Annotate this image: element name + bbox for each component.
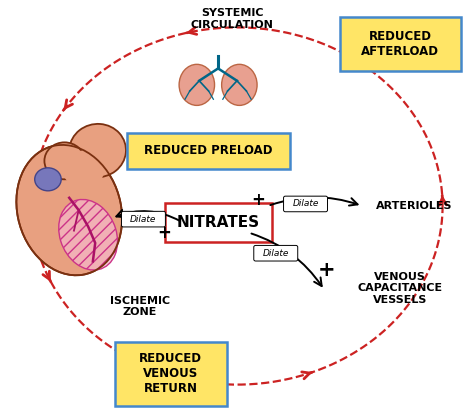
Text: REDUCED PRELOAD: REDUCED PRELOAD xyxy=(145,144,273,157)
Text: Dilate: Dilate xyxy=(263,249,289,258)
Ellipse shape xyxy=(17,145,122,275)
Ellipse shape xyxy=(179,64,215,105)
Text: ISCHEMIC
ZONE: ISCHEMIC ZONE xyxy=(110,296,170,317)
FancyBboxPatch shape xyxy=(164,203,272,242)
Text: ARTERIOLES: ARTERIOLES xyxy=(376,201,453,211)
FancyBboxPatch shape xyxy=(254,246,298,261)
FancyBboxPatch shape xyxy=(115,342,227,405)
Text: VENOUS
CAPACITANCE
VESSELS: VENOUS CAPACITANCE VESSELS xyxy=(357,272,443,305)
Text: REDUCED
VENOUS
RETURN: REDUCED VENOUS RETURN xyxy=(139,352,202,395)
Text: Dilate: Dilate xyxy=(130,215,156,224)
Ellipse shape xyxy=(222,64,257,105)
Ellipse shape xyxy=(62,150,105,187)
Text: SYSTEMIC
CIRCULATION: SYSTEMIC CIRCULATION xyxy=(191,8,273,30)
Text: NITRATES: NITRATES xyxy=(176,215,260,230)
FancyBboxPatch shape xyxy=(283,196,328,212)
FancyBboxPatch shape xyxy=(121,211,165,227)
Text: +: + xyxy=(157,224,171,242)
Ellipse shape xyxy=(45,143,84,179)
FancyBboxPatch shape xyxy=(339,17,461,71)
FancyBboxPatch shape xyxy=(127,133,291,169)
Text: +: + xyxy=(318,260,336,280)
Ellipse shape xyxy=(69,124,126,177)
Text: +: + xyxy=(251,191,265,209)
Text: Dilate: Dilate xyxy=(292,199,319,208)
Ellipse shape xyxy=(59,199,118,270)
Text: REDUCED
AFTERLOAD: REDUCED AFTERLOAD xyxy=(361,30,439,58)
Circle shape xyxy=(35,168,61,191)
